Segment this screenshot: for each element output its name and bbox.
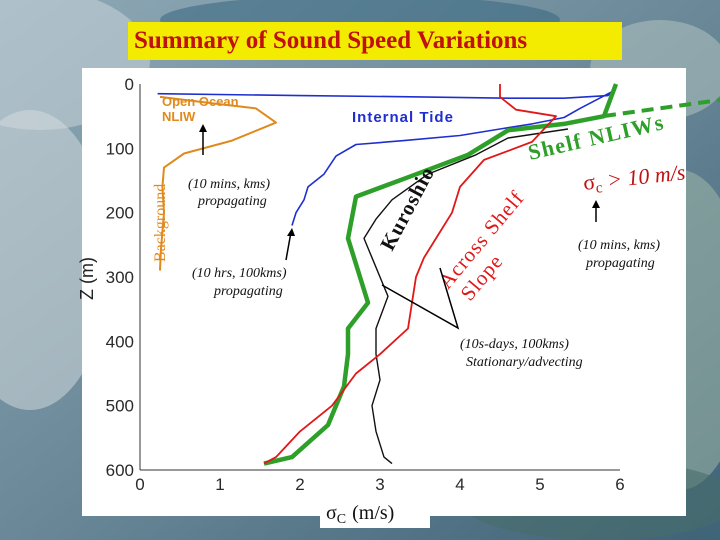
annotation-shelf-line1: (10 mins, kms) <box>578 238 660 253</box>
y-axis-label: Z (m) <box>77 257 97 300</box>
annotation-kuroshio-line1: (10s-days, 100kms) <box>460 337 569 352</box>
x-label-sigma: σ <box>326 502 337 524</box>
annotation-open-ocean-line2: propagating <box>197 194 267 209</box>
arrow-kuroshio-pointer <box>381 267 460 330</box>
y-tick-label: 100 <box>106 139 134 158</box>
internal-tide-label: Internal Tide <box>352 109 454 126</box>
arrow-internal-tide <box>285 231 292 261</box>
x-label-box <box>320 494 430 528</box>
y-tick-label: 500 <box>106 397 134 416</box>
y-tick-label: 400 <box>106 332 134 351</box>
arrow-internal-tide-head <box>287 228 295 236</box>
x-tick-label: 2 <box>295 475 304 494</box>
x-tick-label: 0 <box>135 475 144 494</box>
annotation-shelf-line2: propagating <box>585 256 655 271</box>
x-label-units: (m/s) <box>352 502 394 524</box>
x-label-sub: C <box>337 512 346 527</box>
x-tick-label: 4 <box>455 475 464 494</box>
slide-title: Summary of Sound Speed Variations <box>128 22 622 60</box>
x-tick-label: 5 <box>535 475 544 494</box>
annotations: (10 mins, kms) propagating (10 hrs, 100k… <box>188 124 660 370</box>
x-axis-label: σC (m/s) <box>320 494 430 528</box>
y-tick-label: 300 <box>106 268 134 287</box>
svg-text:σc > 10 m/s: σc > 10 m/s <box>582 159 687 198</box>
series-line-shelf-nliws <box>263 83 619 466</box>
sigma-threshold-label: σc > 10 m/s <box>582 159 687 198</box>
y-tick-label: 600 <box>106 461 134 480</box>
svg-text:σC(m/s): σC (m/s) <box>326 502 394 527</box>
shelf-dashed-extension <box>603 98 720 118</box>
arrow-shelf-head <box>592 200 600 208</box>
arrow-open-ocean-head <box>199 124 207 132</box>
series-line-internal-tide <box>157 90 613 226</box>
series-lines <box>157 83 619 466</box>
shelf-extension <box>603 98 720 118</box>
y-tick-label: 200 <box>106 204 134 223</box>
annotation-open-ocean-line1: (10 mins, kms) <box>188 177 270 192</box>
series-line-across-shelf-slope <box>263 84 557 465</box>
y-tick-label: 0 <box>125 75 134 94</box>
sigma-threshold-text: > 10 m/s <box>600 159 686 193</box>
series-line-kuroshio <box>363 128 569 465</box>
sigma-subscript: c <box>595 180 604 197</box>
x-tick-label: 6 <box>615 475 624 494</box>
axes <box>139 84 620 471</box>
open-ocean-label-line2: NLIW <box>162 109 196 124</box>
open-ocean-label-line1: Open Ocean <box>162 94 239 109</box>
background-label: Background <box>152 184 169 262</box>
annotation-internal-tide-line2: propagating <box>213 284 283 299</box>
annotation-internal-tide-line1: (10 hrs, 100kms) <box>192 266 287 281</box>
series-line-open-ocean-nliw <box>159 95 277 271</box>
x-tick-label: 1 <box>215 475 224 494</box>
tick-labels: 0 1 2 3 4 5 6 0 100 200 300 400 500 600 <box>106 75 625 494</box>
x-tick-label: 3 <box>375 475 384 494</box>
sigma-symbol: σ <box>582 169 597 195</box>
annotation-kuroshio-line2: Stationary/advecting <box>466 355 583 370</box>
